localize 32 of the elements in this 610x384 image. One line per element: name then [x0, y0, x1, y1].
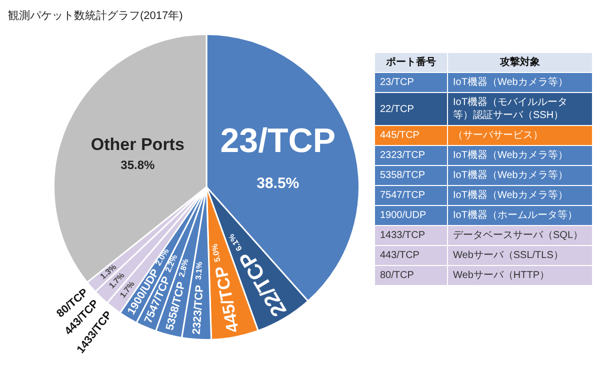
- text: IoT機器（ホームルータ等）: [448, 206, 592, 226]
- slice-label: 445/TCP: [211, 264, 243, 334]
- text: IoT機器（Webカメラ等）: [448, 186, 592, 206]
- text: （サーバサービス）: [448, 126, 592, 146]
- text: 2323/TCP: [374, 146, 448, 166]
- text: 443/TCP: [374, 246, 448, 266]
- slice-label: Other Ports: [90, 135, 184, 154]
- data-label: 5.0%: [210, 243, 222, 263]
- text: 5358/TCP: [374, 166, 448, 186]
- text: Webサーバ（HTTP）: [448, 266, 592, 286]
- data-label: 2.8%: [177, 258, 190, 278]
- text: IoT機器（Webカメラ等）: [448, 166, 592, 186]
- text: 攻撃対象: [448, 52, 592, 72]
- text: ポート番号: [374, 52, 448, 72]
- data-label: 3.1%: [194, 261, 204, 280]
- text: 23/TCP: [374, 72, 448, 92]
- text: データベースサーバ（SQL）: [448, 226, 592, 246]
- slice-label: 23/TCP: [220, 122, 336, 160]
- data-label: 35.8%: [120, 158, 156, 172]
- text: 445/TCP: [374, 126, 448, 146]
- text: Webサーバ（SSL/TLS）: [448, 246, 592, 266]
- data-label: 38.5%: [256, 174, 300, 192]
- text: IoT機器（Webカメラ等）: [448, 72, 592, 92]
- text: IoT機器（モバイルルータ等）認証サーバ（SSH）: [448, 92, 592, 126]
- text: 80/TCP: [374, 266, 448, 286]
- text: 22/TCP: [374, 92, 448, 126]
- text: 7547/TCP: [374, 186, 448, 206]
- text: 1433/TCP: [374, 226, 448, 246]
- text: 1900/UDP: [374, 206, 448, 226]
- text: IoT機器（Webカメラ等）: [448, 146, 592, 166]
- slice-label: 2323/TCP: [190, 284, 206, 335]
- chart-title: 観測パケット数統計グラフ(2017年): [8, 8, 184, 24]
